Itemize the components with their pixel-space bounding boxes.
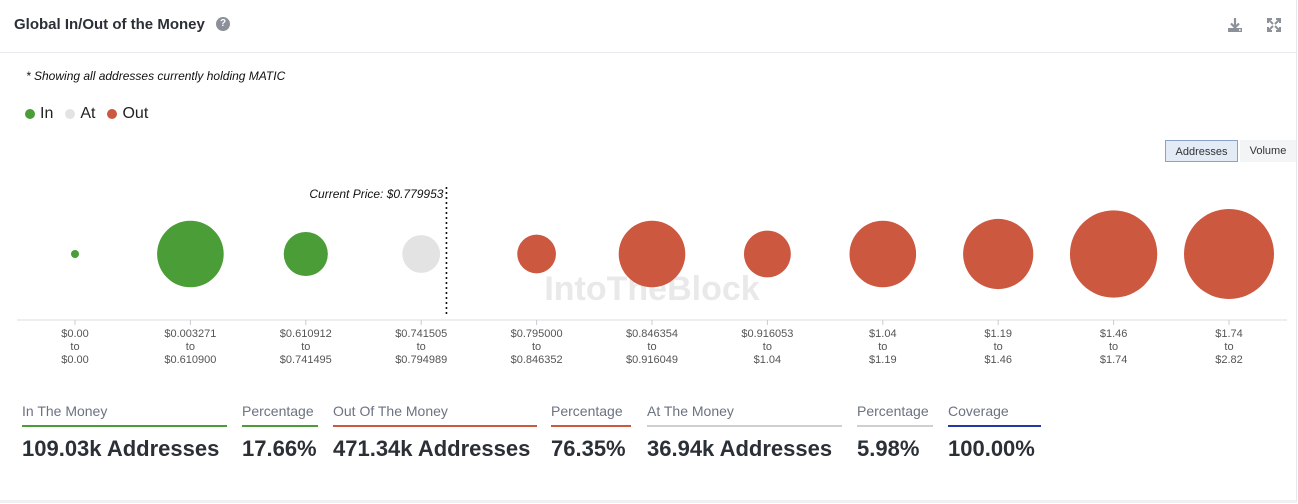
stat-value-2: 471.34k Addresses	[333, 436, 531, 461]
tick-label-3-1: to	[417, 341, 426, 353]
bubble-out-6	[744, 230, 791, 278]
widget-title: Global In/Out of the Money	[14, 16, 205, 33]
stat-label-1: Percentage	[242, 403, 318, 427]
tick-label-10-1: to	[1224, 341, 1233, 353]
bubble-in-0	[71, 250, 79, 258]
stat-4: At The Money 36.94k Addresses	[647, 403, 842, 462]
tick-label-3-0: $0.741505	[395, 328, 447, 340]
bubble-at-3	[402, 235, 441, 273]
stat-label-5: Percentage	[857, 403, 933, 427]
tick-label-7-0: $1.04	[869, 328, 897, 340]
tick-label-5-1: to	[647, 341, 656, 353]
bubble-out-10	[1184, 209, 1274, 299]
expand-icon[interactable]	[1265, 16, 1283, 34]
legend-label-in: In	[40, 105, 54, 122]
stat-value-0: 109.03k Addresses	[22, 436, 220, 461]
bubble-out-8	[963, 218, 1034, 290]
stat-label-3: Percentage	[551, 403, 631, 427]
bubble-out-4	[517, 234, 556, 274]
stat-label-0: In The Money	[22, 403, 227, 427]
tick-label-1-1: to	[186, 341, 195, 353]
legend-item-at[interactable]: At	[65, 105, 95, 123]
widget-header: Global In/Out of the Money ?	[0, 0, 1296, 53]
download-icon[interactable]	[1226, 16, 1244, 34]
legend-dot-out	[107, 109, 118, 119]
tick-label-7-2: $1.19	[869, 354, 897, 366]
bubble-chart: IntoTheBlock$0.00to$0.00$0.003271to$0.61…	[17, 187, 1287, 366]
legend-item-out[interactable]: Out	[107, 105, 148, 123]
tick-label-8-0: $1.19	[984, 328, 1012, 340]
legend-dot-in	[25, 109, 35, 119]
tick-label-10-0: $1.74	[1215, 328, 1243, 340]
stat-value-4: 36.94k Addresses	[647, 436, 833, 461]
tick-label-10-2: $2.82	[1215, 354, 1243, 366]
tick-label-2-1: to	[301, 341, 310, 353]
stat-value-3: 76.35%	[551, 436, 626, 461]
tick-label-4-0: $0.795000	[511, 328, 563, 340]
stat-3: Percentage 76.35%	[551, 403, 631, 462]
stat-1: Percentage 17.66%	[242, 403, 318, 462]
tick-label-6-1: to	[763, 341, 772, 353]
tick-label-6-0: $0.916053	[741, 328, 793, 340]
tick-label-9-2: $1.74	[1100, 354, 1128, 366]
legend: In At Out	[25, 105, 160, 123]
bubble-out-9	[1069, 210, 1158, 298]
tick-label-6-2: $1.04	[754, 354, 782, 366]
stat-value-6: 100.00%	[948, 436, 1035, 461]
tick-label-0-2: $0.00	[61, 354, 89, 366]
stat-label-4: At The Money	[647, 403, 842, 427]
tick-label-0-1: to	[70, 341, 79, 353]
bubble-in-1	[157, 220, 224, 288]
addresses-toggle-button[interactable]: Addresses	[1165, 140, 1238, 162]
tick-label-8-2: $1.46	[984, 354, 1012, 366]
current-price-label: Current Price: $0.779953	[309, 187, 443, 201]
question-circle-icon[interactable]: ?	[216, 17, 230, 31]
legend-label-at: At	[80, 105, 96, 122]
stat-6: Coverage 100.00%	[948, 403, 1041, 462]
tick-label-2-0: $0.610912	[280, 328, 332, 340]
holding-note: * Showing all addresses currently holdin…	[26, 69, 286, 83]
legend-label-out: Out	[122, 105, 149, 122]
stat-label-6: Coverage	[948, 403, 1041, 427]
stat-0: In The Money 109.03k Addresses	[22, 403, 227, 462]
tick-label-2-2: $0.741495	[280, 354, 332, 366]
stat-label-2: Out Of The Money	[333, 403, 537, 427]
bubble-out-5	[618, 220, 686, 288]
legend-dot-at	[65, 109, 76, 119]
tick-label-8-1: to	[994, 341, 1003, 353]
stat-5: Percentage 5.98%	[857, 403, 933, 462]
bubble-in-2	[283, 231, 328, 277]
stat-2: Out Of The Money 471.34k Addresses	[333, 403, 537, 462]
tick-label-1-0: $0.003271	[164, 328, 216, 340]
tick-label-1-2: $0.610900	[164, 354, 216, 366]
stat-value-1: 17.66%	[242, 436, 317, 461]
tick-label-3-2: $0.794989	[395, 354, 447, 366]
bubble-out-7	[849, 220, 917, 288]
tick-label-9-1: to	[1109, 341, 1118, 353]
tick-label-9-0: $1.46	[1100, 328, 1128, 340]
tick-label-0-0: $0.00	[61, 328, 89, 340]
tick-label-4-2: $0.846352	[511, 354, 563, 366]
tick-label-7-1: to	[878, 341, 887, 353]
stat-value-5: 5.98%	[857, 436, 920, 461]
tick-label-4-1: to	[532, 341, 541, 353]
volume-toggle-button[interactable]: Volume	[1240, 140, 1296, 162]
tick-label-5-0: $0.846354	[626, 328, 678, 340]
legend-item-in[interactable]: In	[25, 105, 53, 123]
tick-label-5-2: $0.916049	[626, 354, 678, 366]
